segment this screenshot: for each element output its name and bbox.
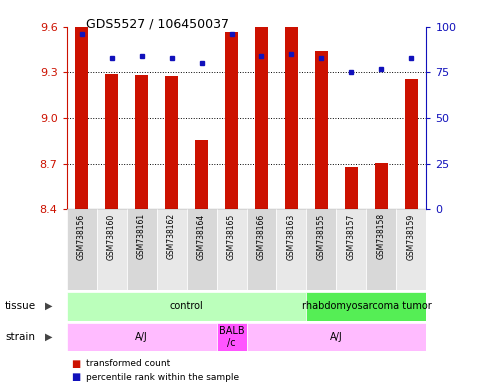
Bar — [307, 209, 336, 290]
Bar — [375, 163, 388, 209]
Text: ■: ■ — [71, 359, 81, 369]
Bar — [186, 209, 216, 290]
Bar — [277, 27, 307, 209]
Text: GSM738163: GSM738163 — [287, 214, 296, 260]
Text: GSM738156: GSM738156 — [77, 214, 86, 260]
Bar — [255, 27, 268, 209]
Text: GSM738160: GSM738160 — [107, 214, 116, 260]
Bar — [366, 27, 396, 209]
Bar — [135, 75, 148, 209]
Text: GSM738162: GSM738162 — [167, 214, 176, 260]
Text: BALB
/c: BALB /c — [219, 326, 245, 348]
Text: A/J: A/J — [135, 332, 148, 342]
Bar — [127, 27, 157, 209]
Bar — [225, 32, 238, 209]
Text: GSM738166: GSM738166 — [257, 214, 266, 260]
Bar — [396, 27, 426, 209]
Text: GSM738161: GSM738161 — [137, 214, 146, 260]
Bar — [67, 209, 97, 290]
Bar — [127, 209, 157, 290]
Bar — [216, 27, 246, 209]
Text: A/J: A/J — [330, 332, 343, 342]
Bar — [277, 209, 307, 290]
Bar — [366, 209, 396, 290]
Text: GSM738158: GSM738158 — [377, 214, 386, 260]
Text: ▶: ▶ — [45, 332, 53, 342]
Text: GSM738157: GSM738157 — [347, 214, 356, 260]
Text: control: control — [170, 301, 204, 311]
Bar — [336, 209, 366, 290]
Bar — [216, 323, 246, 351]
Text: rhabdomyosarcoma tumor: rhabdomyosarcoma tumor — [302, 301, 431, 311]
Text: ■: ■ — [71, 372, 81, 382]
Bar — [165, 76, 178, 209]
Bar — [216, 209, 246, 290]
Bar — [246, 209, 277, 290]
Bar — [67, 323, 216, 351]
Text: GSM738155: GSM738155 — [317, 214, 326, 260]
Bar — [396, 209, 426, 290]
Bar — [157, 27, 186, 209]
Bar — [246, 323, 426, 351]
Text: percentile rank within the sample: percentile rank within the sample — [86, 372, 240, 382]
Bar — [97, 209, 127, 290]
Text: GSM738164: GSM738164 — [197, 214, 206, 260]
Bar — [315, 51, 328, 209]
Bar — [186, 27, 216, 209]
Bar — [336, 27, 366, 209]
Text: tissue: tissue — [5, 301, 36, 311]
Text: GSM738165: GSM738165 — [227, 214, 236, 260]
Bar — [307, 292, 426, 321]
Bar — [105, 74, 118, 209]
Text: GSM738159: GSM738159 — [407, 214, 416, 260]
Text: strain: strain — [5, 332, 35, 342]
Bar — [67, 292, 307, 321]
Bar — [307, 27, 336, 209]
Bar — [157, 209, 186, 290]
Bar — [195, 140, 208, 209]
Bar — [75, 27, 88, 209]
Bar — [345, 167, 358, 209]
Bar — [285, 27, 298, 209]
Text: ▶: ▶ — [45, 301, 53, 311]
Text: GDS5527 / 106450037: GDS5527 / 106450037 — [86, 17, 229, 30]
Bar — [246, 27, 277, 209]
Bar — [405, 79, 418, 209]
Bar — [97, 27, 127, 209]
Text: transformed count: transformed count — [86, 359, 171, 368]
Bar — [67, 27, 97, 209]
